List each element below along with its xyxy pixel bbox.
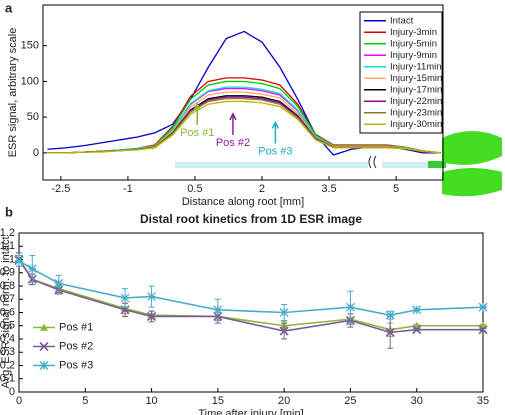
marker — [27, 264, 37, 274]
annotation-arrow — [271, 120, 280, 144]
stem — [428, 161, 446, 168]
marker — [39, 341, 49, 352]
marker — [279, 308, 289, 317]
y-axis-label: Avg. ESR signal norm. to intact — [0, 236, 12, 388]
y-tick-label: 0.7 — [0, 293, 15, 305]
y-tick-label: 0 — [9, 386, 15, 398]
x-tick-label: 5 — [393, 183, 399, 195]
legend-label: Pos #2 — [59, 340, 93, 352]
legend-label: Pos #1 — [59, 321, 93, 333]
x-axis-label: Distance along root [mm] — [182, 196, 304, 208]
x-tick-label: 25 — [344, 395, 356, 407]
y-tick-label: 150 — [21, 40, 39, 52]
y-tick-label: 0.4 — [0, 333, 15, 345]
x-tick-label: -2.5 — [51, 183, 70, 195]
y-tick-label: 50 — [27, 111, 39, 123]
root — [175, 162, 445, 168]
marker — [412, 305, 422, 315]
legend-label: Injury-5min — [390, 38, 437, 49]
y-tick-label: 100 — [21, 75, 39, 87]
marker — [478, 325, 488, 335]
annotation-arrow — [193, 102, 201, 125]
x-tick-label: 35 — [477, 395, 489, 407]
y-tick-label: 0.2 — [0, 359, 15, 371]
legend-label: Intact — [390, 15, 414, 26]
annotation: Pos #2 — [216, 137, 250, 149]
x-axis-label: Time after injury [min] — [198, 408, 303, 415]
panel-label: a — [5, 0, 13, 15]
y-tick-label: 0 — [33, 147, 39, 159]
x-tick-label: 30 — [411, 395, 423, 407]
marker — [14, 256, 24, 266]
y-tick-label: 0.1 — [0, 373, 15, 385]
marker — [412, 325, 422, 335]
x-tick-label: 20 — [278, 395, 290, 407]
legend-label: Injury-17min — [390, 84, 442, 95]
marker — [40, 323, 48, 331]
y-axis-label: ESR signal, arbitrary scale — [7, 28, 19, 158]
leaf — [442, 131, 502, 165]
y-tick-label: 0.5 — [0, 320, 15, 332]
legend-label: Injury-22min — [390, 96, 442, 107]
legend-label: Pos #3 — [59, 359, 93, 371]
legend-label: Injury-3min — [390, 27, 437, 38]
annotation: Pos #1 — [180, 127, 214, 139]
annotation-arrow — [229, 112, 237, 135]
x-tick-label: -1 — [123, 183, 133, 195]
legend-label: Injury-15min — [390, 73, 442, 84]
x-tick-label: 10 — [145, 395, 157, 407]
marker — [279, 326, 289, 336]
legend-label: Injury-23min — [390, 107, 442, 118]
legend-label: Injury-30min — [390, 119, 442, 130]
marker — [147, 292, 157, 302]
y-tick-label: 0.8 — [0, 280, 15, 292]
series-line — [18, 259, 483, 331]
y-tick-label: 0.3 — [0, 346, 15, 358]
marker — [385, 327, 395, 337]
x-tick-label: 2 — [259, 183, 265, 195]
legend-label: Injury-11min — [390, 61, 442, 72]
panel-label: b — [5, 204, 13, 219]
y-tick-label: 0.9 — [0, 267, 15, 279]
annotation: Pos #3 — [258, 145, 292, 157]
leaf — [442, 168, 502, 197]
y-tick-label: 1.2 — [0, 227, 15, 239]
x-tick-label: 3.5 — [321, 183, 336, 195]
chart-title: Distal root kinetics from 1D ESR image — [140, 212, 362, 226]
marker — [385, 310, 395, 320]
y-tick-label: 0.6 — [0, 306, 15, 318]
x-tick-label: 5 — [82, 395, 88, 407]
marker — [120, 293, 130, 303]
plot-frame — [42, 4, 444, 181]
root-diagram — [175, 131, 502, 197]
marker — [478, 302, 488, 312]
marker — [213, 305, 223, 315]
series-line — [47, 100, 441, 154]
x-tick-label: 15 — [212, 395, 224, 407]
y-tick-label: 1 — [9, 253, 15, 265]
y-tick-label: 1.1 — [0, 240, 15, 252]
marker — [345, 302, 355, 312]
marker — [39, 361, 49, 370]
x-tick-label: 0.5 — [187, 183, 202, 195]
legend-label: Injury-9min — [390, 50, 437, 61]
marker — [54, 278, 64, 288]
break-mark — [368, 155, 377, 169]
x-tick-label: 0 — [16, 395, 22, 407]
marker — [147, 311, 157, 322]
